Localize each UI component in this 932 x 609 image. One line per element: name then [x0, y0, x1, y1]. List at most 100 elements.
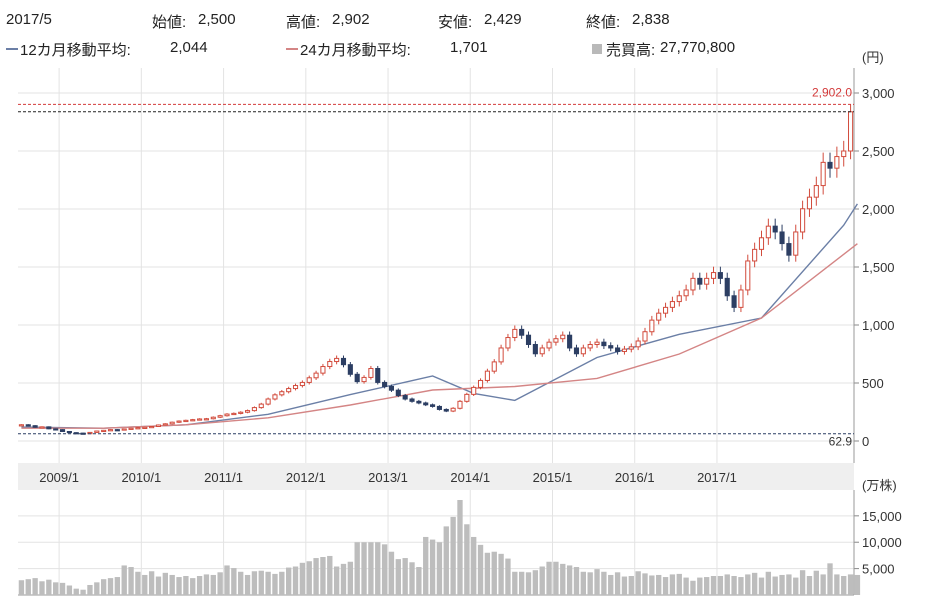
candle-body [519, 328, 525, 336]
volume-bar [834, 574, 840, 595]
candle-up [313, 370, 319, 380]
price-y-axis: 0 500 1,000 1,500 2,000 2,500 3,000 [853, 68, 895, 463]
x-axis-ticks: 2009/1 2010/1 2011/1 2012/1 2013/1 2014/1 2015… [39, 470, 737, 485]
volume-bar [717, 576, 724, 595]
candle-body [690, 277, 696, 291]
candle-up [149, 425, 155, 429]
volume-bar [251, 571, 258, 595]
volume-bar [340, 563, 347, 595]
volume-bar [477, 544, 484, 595]
volume-bar [573, 567, 580, 595]
candle-down [354, 371, 360, 384]
volume-bar [669, 574, 676, 595]
candle-body [615, 347, 621, 352]
volume-bar [402, 558, 408, 595]
candle-body [793, 231, 799, 256]
candle-body [601, 341, 607, 347]
candle-body [423, 402, 429, 406]
volume-bar [347, 561, 354, 595]
volume-bar [135, 571, 141, 595]
close-value: 2,838 [632, 11, 670, 28]
candle-body [245, 410, 251, 413]
candle-up [710, 266, 717, 285]
volume-bar [758, 577, 765, 595]
candle-body [190, 419, 196, 422]
volume-bar [532, 570, 539, 595]
candle-body [683, 289, 689, 297]
candle-down [567, 331, 573, 352]
volume-bar [224, 565, 230, 595]
candle-up [306, 375, 312, 385]
volume-bar [299, 562, 306, 595]
volume-bar [745, 574, 751, 595]
price-tick-label: 3,000 [862, 86, 895, 101]
candle-body [18, 424, 24, 427]
candle-body [183, 419, 189, 423]
volume-bar [313, 558, 319, 595]
candle-down [388, 384, 395, 392]
candle-body [800, 208, 806, 233]
candle-body [450, 407, 456, 412]
candle-up [560, 331, 566, 343]
volume-bar [306, 561, 312, 595]
candle-body [663, 306, 669, 314]
volume-bar [429, 539, 436, 595]
candle-up [197, 418, 203, 421]
candle-up [806, 188, 813, 217]
volume-bar [539, 566, 545, 595]
candle-body [594, 341, 600, 345]
high-label: 高値: [286, 14, 321, 31]
candle-down [423, 401, 429, 407]
candle-up [135, 427, 141, 430]
volume-bar [614, 572, 621, 595]
volume-bar [142, 574, 148, 595]
candle-body [758, 237, 765, 250]
volume-bar [381, 544, 388, 595]
volume-bar [53, 582, 59, 595]
candle-body [149, 426, 155, 429]
candle-body [512, 328, 518, 339]
candle-body [642, 331, 648, 342]
volume-bars [18, 500, 861, 595]
candle-down [409, 397, 415, 403]
candle-body [142, 426, 148, 430]
candle-body [197, 418, 203, 421]
volume-bar [169, 574, 175, 595]
candle-body [491, 361, 497, 372]
volume-bar [751, 572, 758, 595]
volume-bar [46, 579, 52, 595]
candle-up [272, 393, 278, 401]
candle-body [354, 373, 360, 383]
volume-bar [635, 571, 641, 595]
x-tick-label: 2016/1 [615, 470, 655, 485]
candle-up [841, 140, 847, 167]
candle-up [286, 386, 292, 394]
candle-body [457, 400, 463, 409]
candle-body [765, 225, 771, 239]
candle-body [203, 418, 209, 421]
volume-bar [765, 571, 772, 595]
candle-body [731, 295, 737, 308]
min-price-label: 62.9 [829, 435, 853, 449]
candle-up [752, 242, 758, 268]
candle-up [642, 327, 648, 345]
candle-body [217, 415, 223, 418]
candle-body [464, 393, 470, 402]
candle-up [848, 104, 854, 160]
volume-bar [799, 570, 806, 595]
candle-up [471, 385, 477, 397]
candle-body [484, 370, 490, 381]
volume-legend-swatch [592, 44, 602, 54]
volume-bar [183, 576, 189, 595]
volume-bar [820, 574, 826, 595]
candle-up [210, 416, 216, 420]
candle-body [162, 423, 168, 426]
candle-body [258, 403, 264, 409]
candle-up [162, 423, 168, 426]
volume-unit-label: (万株) [862, 478, 897, 493]
candle-body [704, 277, 710, 285]
candle-up [484, 368, 490, 383]
candle-up [539, 344, 545, 357]
volume-bar [80, 589, 86, 595]
volume-bar [676, 573, 682, 595]
